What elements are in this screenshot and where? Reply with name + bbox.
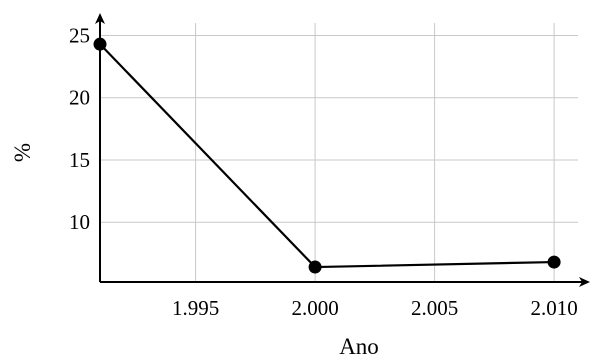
y-tick-label: 20 [69,86,90,110]
grid [100,23,578,282]
x-axis-title: Ano [339,334,379,359]
axes [95,13,590,287]
y-tick-label: 25 [69,23,90,47]
x-tick-label: 2.005 [411,296,458,320]
y-axis-arrow [95,13,105,24]
data-point [308,260,322,274]
x-tick-label: 1.995 [172,296,219,320]
series-line [99,43,555,269]
y-axis-title: % [10,143,35,162]
x-axis-arrow [579,277,590,287]
data-point [547,255,561,269]
series [93,37,561,274]
x-tick-label: 2.000 [291,296,338,320]
data-point [93,37,107,51]
x-tick-label: 2.010 [530,296,577,320]
tick-labels: 1.995 2.000 2.005 2.010 10 15 20 25 [69,23,578,320]
y-tick-label: 15 [69,148,90,172]
y-tick-label: 10 [69,210,90,234]
